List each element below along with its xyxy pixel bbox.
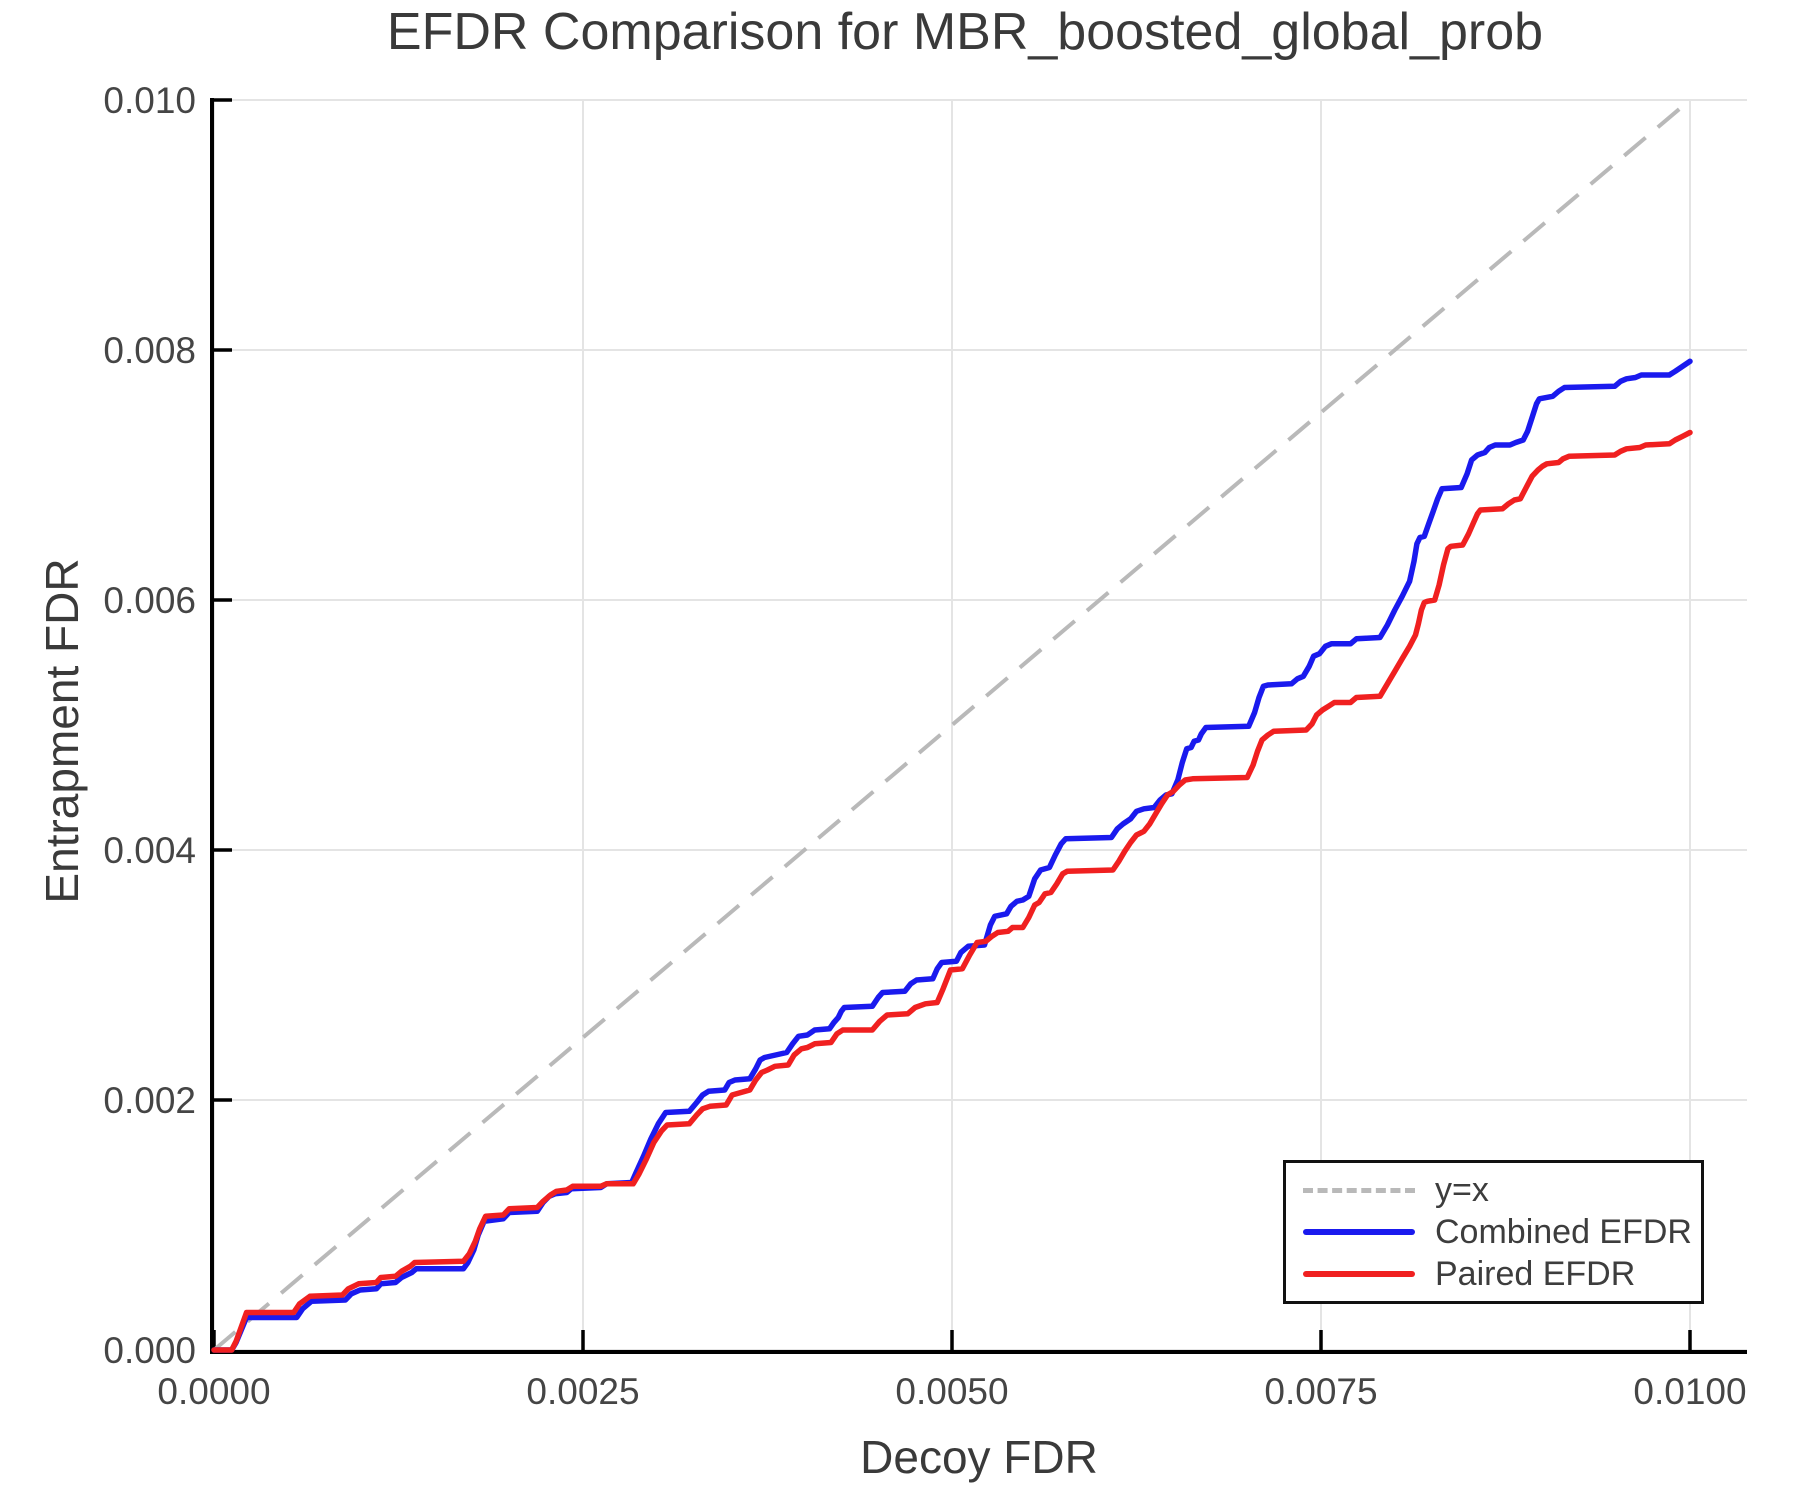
legend: y=x Combined EFDR Paired EFDR xyxy=(1283,1160,1704,1304)
legend-item-paired: Paired EFDR xyxy=(1303,1255,1701,1293)
x-tick-label: 0.0025 xyxy=(526,1371,639,1412)
legend-item-combined: Combined EFDR xyxy=(1303,1213,1701,1251)
paired-line-swatch-icon xyxy=(1303,1271,1415,1277)
y-tick-label: 0.004 xyxy=(103,830,196,871)
legend-item-identity: y=x xyxy=(1303,1171,1701,1209)
x-tick-label: 0.0075 xyxy=(1264,1371,1377,1412)
y-tick-label: 0.002 xyxy=(103,1080,196,1121)
y-tick-label: 0.010 xyxy=(103,80,196,121)
y-axis-label: Entrapment FDR xyxy=(36,558,88,904)
x-tick-label: 0.0100 xyxy=(1633,1371,1746,1412)
x-tick-label: 0.0000 xyxy=(157,1371,270,1412)
combined-line-swatch-icon xyxy=(1303,1229,1415,1235)
legend-label-identity: y=x xyxy=(1435,1170,1489,1209)
y-tick-label: 0.006 xyxy=(103,580,196,621)
chart-title: EFDR Comparison for MBR_boosted_global_p… xyxy=(386,3,1544,61)
legend-label-paired: Paired EFDR xyxy=(1435,1254,1636,1293)
x-tick-label: 0.0050 xyxy=(895,1371,1008,1412)
identity-line-swatch-icon xyxy=(1303,1187,1415,1193)
series-line-identity xyxy=(212,98,1692,1352)
legend-label-combined: Combined EFDR xyxy=(1435,1212,1692,1251)
series-line-paired xyxy=(211,429,1693,1353)
y-tick-label: 0.008 xyxy=(103,330,196,371)
y-tick-label: 0.000 xyxy=(103,1330,196,1371)
x-axis-label: Decoy FDR xyxy=(860,1431,1098,1483)
